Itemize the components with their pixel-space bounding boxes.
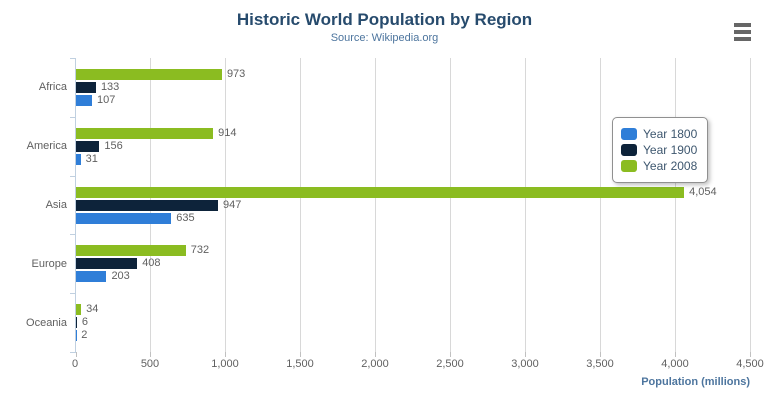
x-tick-mark bbox=[375, 352, 376, 357]
bar-year-2008-america[interactable] bbox=[76, 127, 214, 139]
y-tick-mark bbox=[70, 352, 76, 353]
x-tick-mark bbox=[525, 352, 526, 357]
y-tick-mark bbox=[70, 293, 76, 295]
category-label: Oceania bbox=[26, 316, 67, 329]
legend-label: Year 2008 bbox=[643, 159, 698, 173]
x-tick-mark bbox=[450, 352, 451, 357]
bar-year-2008-africa[interactable] bbox=[76, 68, 222, 80]
y-tick-mark bbox=[70, 116, 76, 118]
chart-title: Historic World Population by Region bbox=[236, 10, 533, 29]
x-tick-label: 500 bbox=[140, 358, 160, 370]
gridline bbox=[375, 58, 376, 352]
data-label: 947 bbox=[223, 198, 242, 211]
gridline bbox=[450, 58, 451, 352]
export-menu-button[interactable] bbox=[730, 21, 754, 43]
xaxis-title: Population (millions) bbox=[641, 376, 750, 388]
data-label: 133 bbox=[100, 80, 120, 93]
x-tick-mark bbox=[675, 352, 676, 357]
gridline bbox=[225, 58, 226, 352]
chart-subtitle: Source: Wikipedia.org bbox=[330, 32, 439, 44]
gridline bbox=[750, 58, 751, 352]
x-tick-label: 3,500 bbox=[586, 358, 614, 370]
hamburger-icon bbox=[733, 37, 751, 41]
bar-year-1900-america[interactable] bbox=[76, 140, 100, 152]
y-tick-mark bbox=[70, 175, 76, 177]
bar-year-2008-europe[interactable] bbox=[76, 245, 186, 257]
legend-item-year-1800[interactable]: Year 1800 bbox=[621, 127, 697, 141]
bar-year-2008-oceania[interactable] bbox=[76, 304, 82, 316]
gridline bbox=[675, 58, 676, 352]
x-tick-label: 2,000 bbox=[361, 358, 389, 370]
x-tick-label: 2,500 bbox=[436, 358, 464, 370]
category-label: Asia bbox=[45, 198, 67, 211]
x-tick-mark bbox=[76, 352, 77, 357]
legend-label: Year 1800 bbox=[643, 127, 698, 141]
x-tick-label: 0 bbox=[71, 358, 79, 370]
data-label: 408 bbox=[142, 257, 161, 270]
x-tick-mark bbox=[750, 352, 751, 357]
data-label: 6 bbox=[81, 316, 89, 329]
y-tick-mark bbox=[70, 234, 76, 236]
legend-item-year-2008[interactable]: Year 2008 bbox=[621, 159, 697, 173]
category-label: America bbox=[26, 140, 67, 153]
bar-year-1900-asia[interactable] bbox=[76, 199, 219, 211]
hamburger-icon bbox=[733, 30, 751, 34]
bar-year-1800-asia[interactable] bbox=[76, 212, 172, 224]
data-label: 203 bbox=[111, 270, 130, 283]
legend-label: Year 1900 bbox=[643, 143, 698, 157]
gridline bbox=[525, 58, 526, 352]
data-label: 2 bbox=[81, 329, 88, 342]
x-tick-mark bbox=[600, 352, 601, 357]
data-label: 973 bbox=[226, 67, 246, 80]
legend: Year 1800 Year 1900 Year 2008 bbox=[612, 117, 709, 183]
legend-item-year-1900[interactable]: Year 1900 bbox=[621, 143, 697, 157]
x-tick-label: 1,500 bbox=[286, 358, 314, 370]
y-tick-mark bbox=[70, 58, 76, 59]
bar-year-2008-asia[interactable] bbox=[76, 186, 685, 198]
x-tick-label: 4,500 bbox=[736, 358, 764, 370]
data-label: 34 bbox=[86, 303, 99, 316]
bar-year-1900-europe[interactable] bbox=[76, 258, 138, 270]
x-tick-label: 3,000 bbox=[511, 358, 539, 370]
category-label: Europe bbox=[31, 257, 67, 270]
legend-swatch-icon bbox=[621, 160, 637, 172]
bar-year-1900-africa[interactable] bbox=[76, 81, 96, 93]
bar-year-1800-america[interactable] bbox=[76, 153, 81, 165]
bar-year-1900-oceania[interactable] bbox=[76, 317, 77, 329]
hamburger-icon bbox=[733, 23, 751, 27]
x-tick-mark bbox=[150, 352, 151, 357]
data-label: 107 bbox=[97, 93, 116, 106]
data-label: 4,054 bbox=[689, 185, 717, 198]
data-label: 31 bbox=[85, 152, 98, 165]
bar-year-1800-africa[interactable] bbox=[76, 94, 93, 106]
plot-area: 973 133 107 914 156 31 4,054 947 635 732 408 203 34 6… bbox=[70, 58, 751, 357]
gridline bbox=[600, 58, 601, 352]
data-label: 732 bbox=[190, 244, 210, 257]
x-tick-mark bbox=[300, 352, 301, 357]
category-label: Africa bbox=[38, 81, 67, 94]
bar-year-1800-europe[interactable] bbox=[76, 271, 107, 283]
x-tick-label: 1,000 bbox=[211, 358, 239, 370]
gridline bbox=[300, 58, 301, 352]
data-label: 635 bbox=[176, 211, 195, 224]
legend-swatch-icon bbox=[621, 144, 637, 156]
x-tick-mark bbox=[225, 352, 226, 357]
legend-swatch-icon bbox=[621, 128, 637, 140]
x-tick-label: 4,000 bbox=[661, 358, 689, 370]
data-label: 914 bbox=[218, 126, 237, 139]
data-label: 156 bbox=[104, 139, 123, 152]
